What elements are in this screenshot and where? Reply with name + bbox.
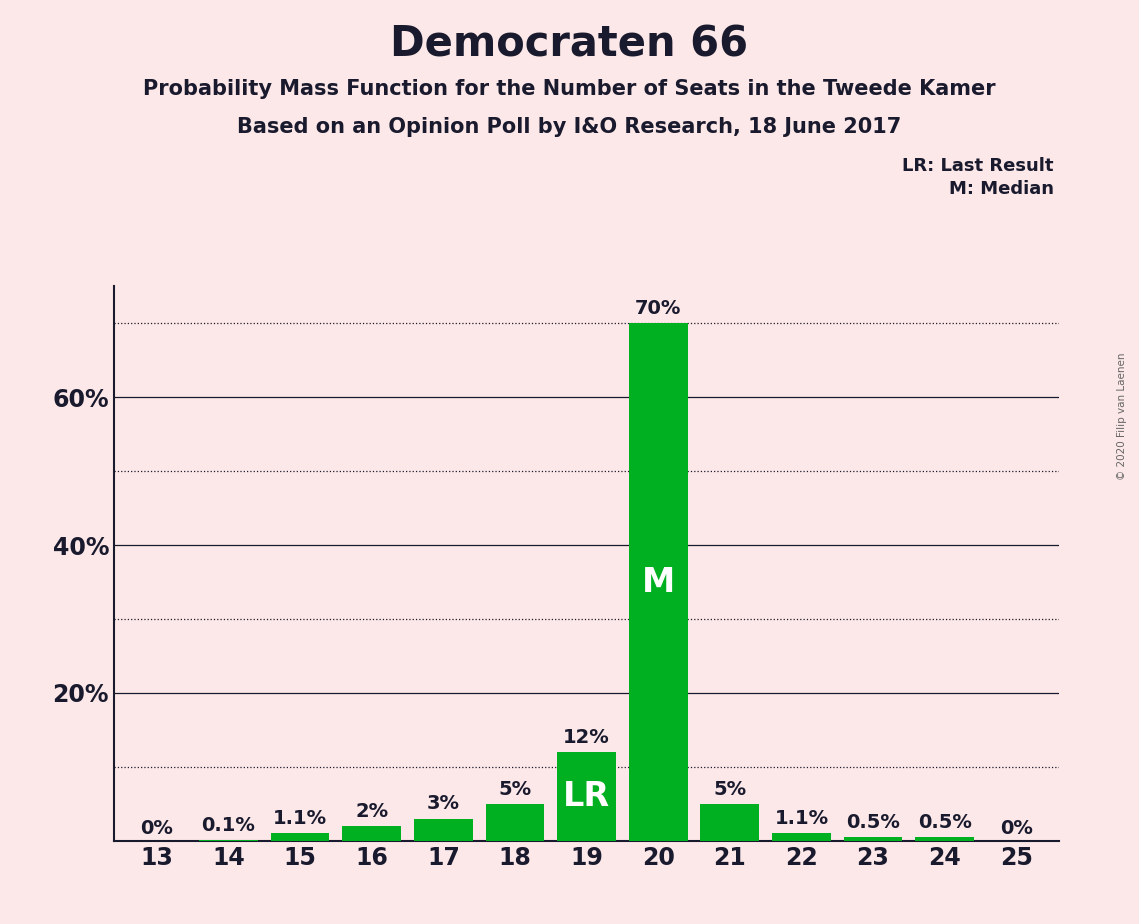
Text: Based on an Opinion Poll by I&O Research, 18 June 2017: Based on an Opinion Poll by I&O Research…	[237, 117, 902, 138]
Text: 5%: 5%	[713, 780, 746, 798]
Text: Democraten 66: Democraten 66	[391, 23, 748, 65]
Text: Probability Mass Function for the Number of Seats in the Tweede Kamer: Probability Mass Function for the Number…	[144, 79, 995, 99]
Text: 0%: 0%	[140, 819, 173, 838]
Text: 0.5%: 0.5%	[918, 813, 972, 832]
Text: M: Median: M: Median	[949, 180, 1054, 198]
Bar	[557, 752, 616, 841]
Text: M: M	[641, 565, 674, 599]
Text: 0.1%: 0.1%	[202, 816, 255, 835]
Text: 12%: 12%	[563, 728, 611, 747]
Text: LR: LR	[563, 780, 611, 813]
Bar	[343, 826, 401, 841]
Bar	[772, 833, 830, 841]
Bar	[485, 804, 544, 841]
Bar	[844, 837, 902, 841]
Bar	[271, 833, 329, 841]
Text: 0.5%: 0.5%	[846, 813, 900, 832]
Text: 5%: 5%	[499, 780, 532, 798]
Text: 1.1%: 1.1%	[775, 808, 828, 828]
Bar	[700, 804, 760, 841]
Text: 0%: 0%	[1000, 819, 1033, 838]
Text: 3%: 3%	[427, 795, 460, 813]
Bar	[629, 323, 688, 841]
Text: © 2020 Filip van Laenen: © 2020 Filip van Laenen	[1117, 352, 1126, 480]
Bar	[413, 819, 473, 841]
Text: 2%: 2%	[355, 802, 388, 821]
Text: 70%: 70%	[636, 299, 681, 318]
Text: 1.1%: 1.1%	[273, 808, 327, 828]
Bar	[916, 837, 974, 841]
Text: LR: Last Result: LR: Last Result	[902, 157, 1054, 175]
